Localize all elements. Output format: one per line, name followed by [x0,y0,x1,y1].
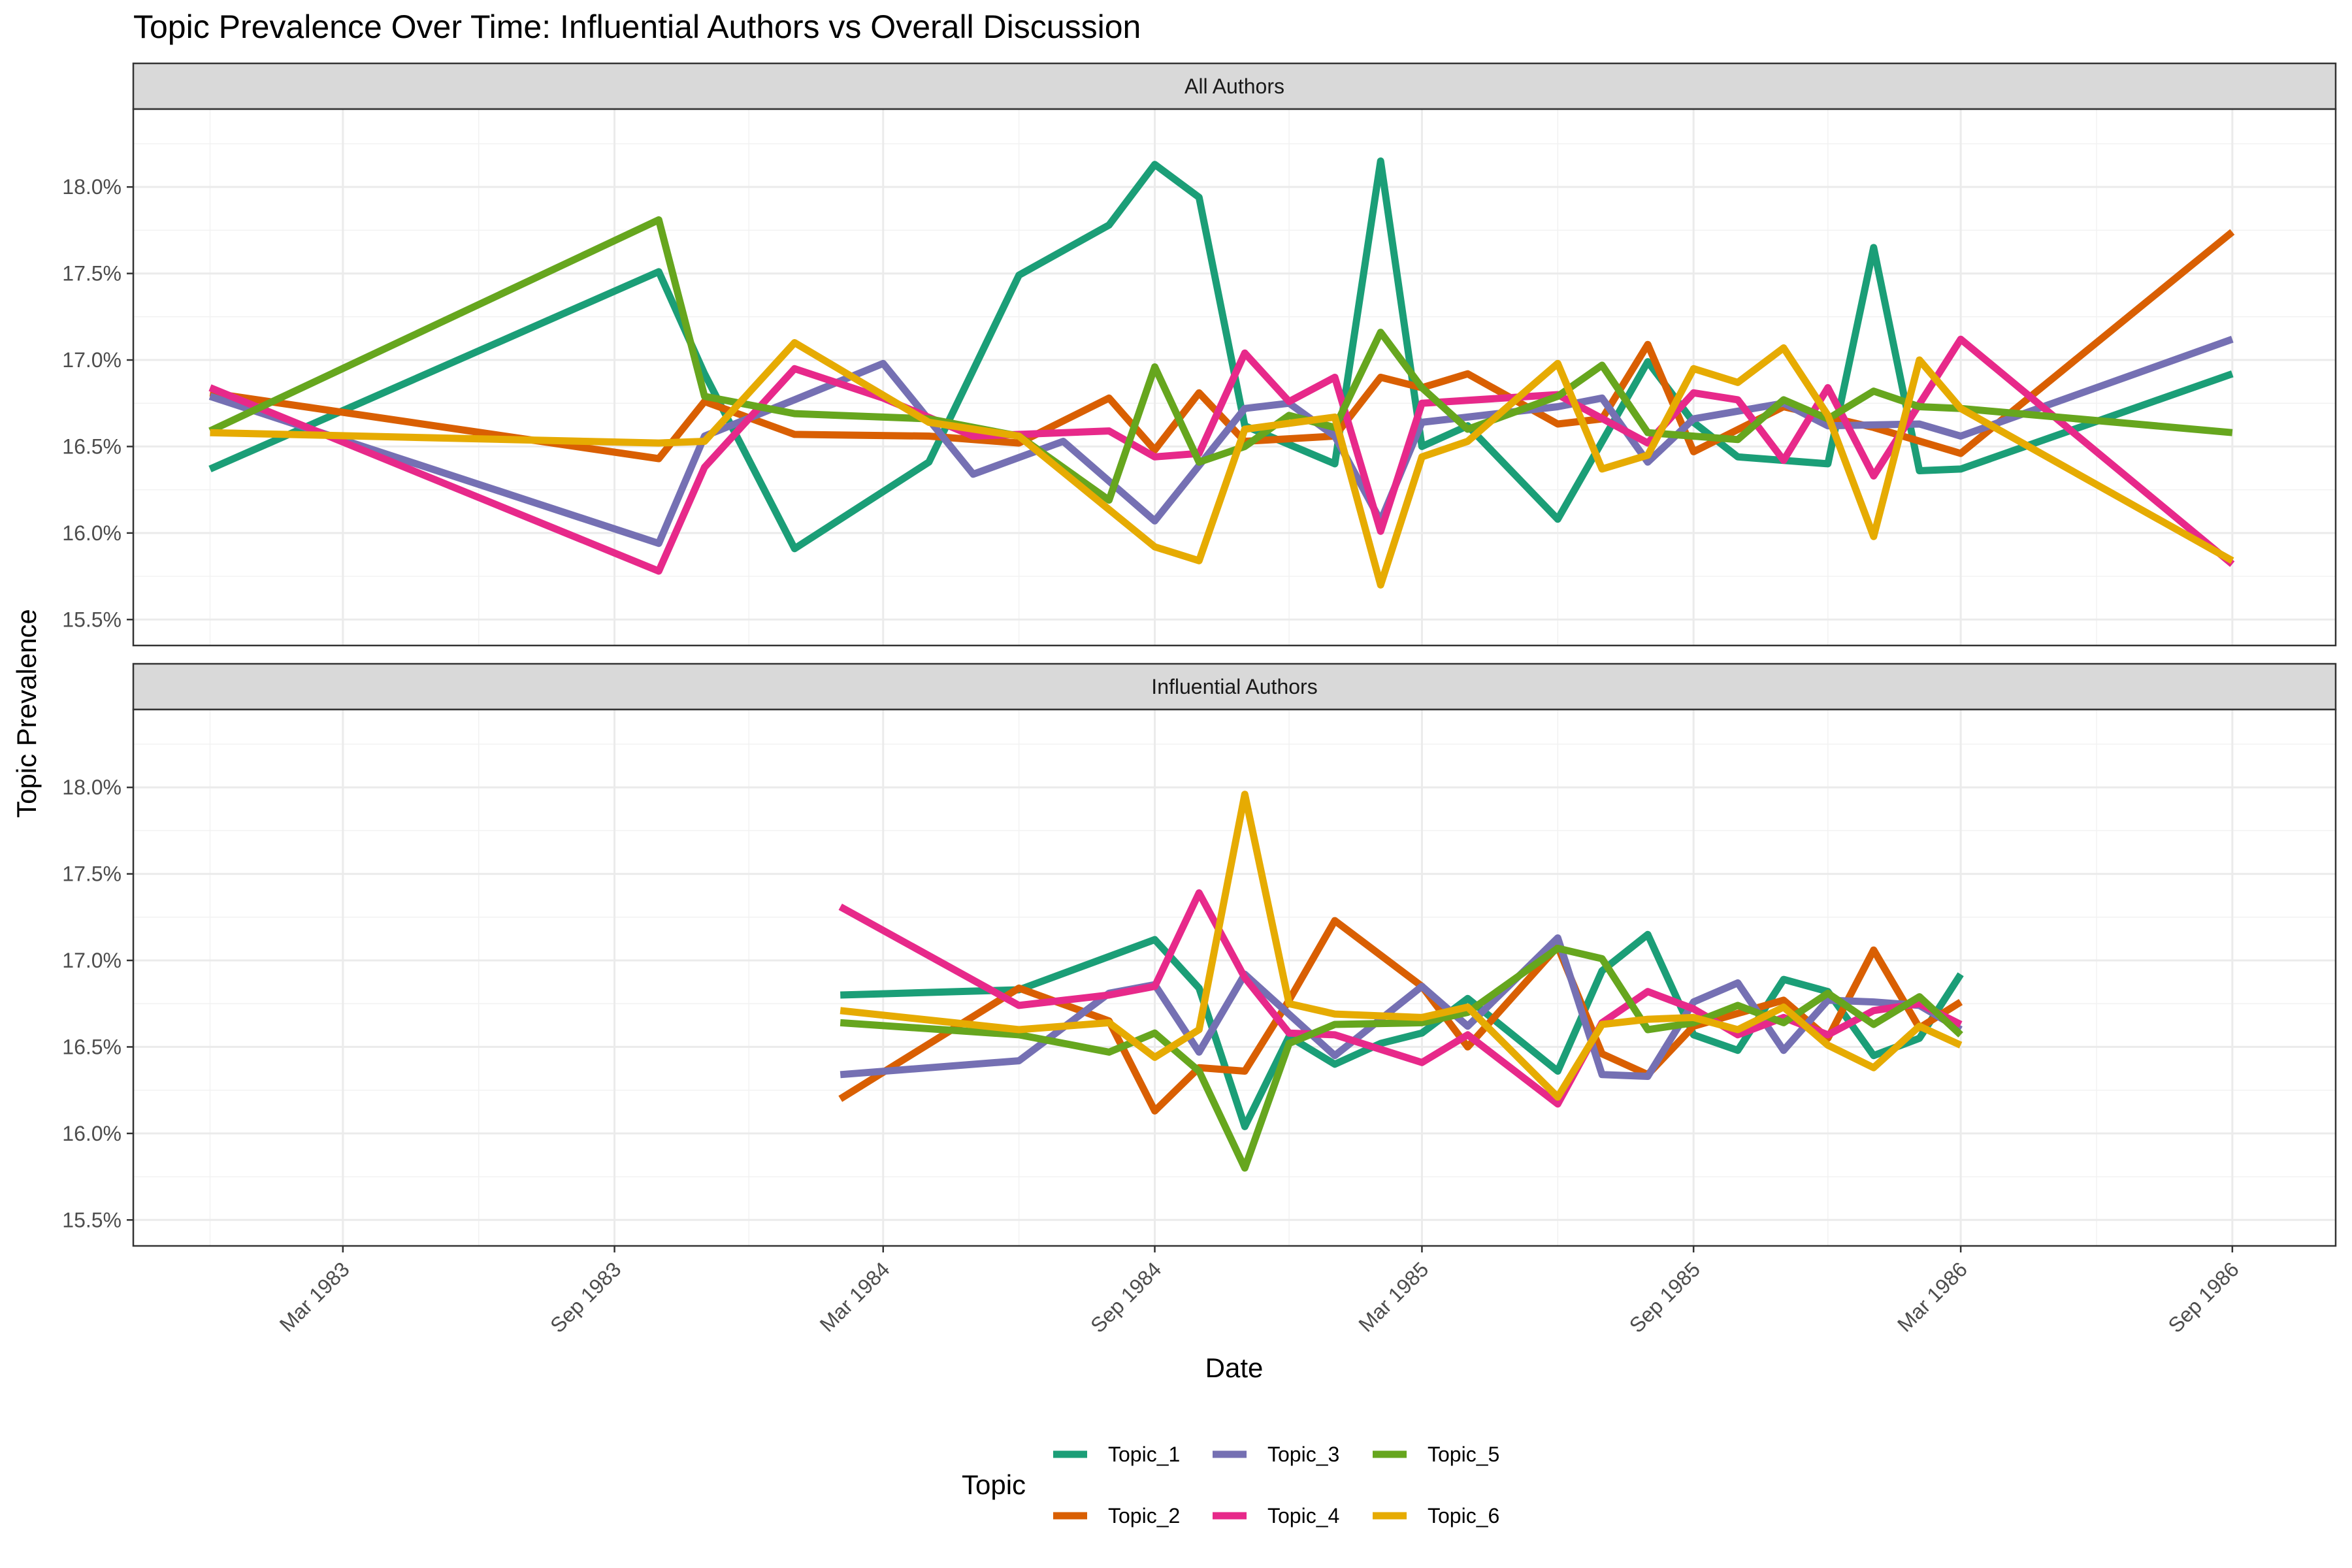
y-tick-label: 17.5% [62,862,122,886]
y-tick-label: 17.0% [62,949,122,972]
facet-strip-label: All Authors [1184,74,1284,98]
panel-background [133,710,2336,1246]
facet-strip-label: Influential Authors [1151,675,1317,698]
x-axis-title: Date [1205,1352,1264,1383]
facet-strip [132,62,2337,110]
y-tick-label: 16.5% [62,434,122,458]
y-tick-label: 17.0% [62,348,122,372]
legend-label: Topic_4 [1267,1504,1339,1527]
legend-label: Topic_1 [1108,1443,1180,1466]
panel-all-authors: All Authors 15.5% 16.0% 16.5% 17.0% 17.5% 18.0… [62,62,2337,647]
series-line-topic-4 [838,889,1963,1108]
y-axis-title: Topic Prevalence [11,609,42,818]
y-tick-label: 18.0% [62,776,122,799]
legend-label: Topic_5 [1428,1443,1499,1466]
y-tick-label: 15.5% [62,1208,122,1232]
series-line-topic-1 [840,930,1964,1130]
legend-label: Topic_2 [1108,1504,1180,1527]
y-tick-label: 17.5% [62,262,122,286]
legend-item-topic-2: Topic_2 [1053,1504,1180,1527]
series-line-topic-5 [840,945,1963,1172]
panel-border [132,708,2337,1247]
y-tick-label: 15.5% [62,608,122,631]
legend-item-topic-5: Topic_5 [1373,1443,1499,1466]
y-tick-label: 16.5% [62,1035,122,1058]
series-line-topic-6 [210,339,2234,589]
legend-item-topic-1: Topic_1 [1053,1443,1180,1466]
facet-strip [132,662,2337,711]
legend: Topic Topic_1 Topic_2 Topic_3 Topic_4 Topic_… [962,1443,1499,1527]
series-line-topic-6 [840,791,1963,1101]
series-line-topic-2 [209,229,2235,463]
y-tick-label: 16.0% [62,1122,122,1145]
chart-title: Topic Prevalence Over Time: Influential … [133,8,1141,45]
legend-item-topic-4: Topic_4 [1213,1504,1339,1527]
legend-title: Topic [962,1469,1026,1500]
y-tick-label: 18.0% [62,175,122,199]
series-line-topic-1 [208,157,2234,553]
panel-border [132,108,2337,647]
series-line-topic-4 [208,335,2235,575]
legend-label: Topic_3 [1267,1443,1339,1466]
legend-item-topic-6: Topic_6 [1373,1504,1499,1527]
legend-item-topic-3: Topic_3 [1213,1443,1339,1466]
y-tick-label: 16.0% [62,521,122,545]
panel-influential-authors: Influential Authors 15.5% 16.0% 16.5% 17.0% 1… [62,662,2337,1247]
legend-label: Topic_6 [1428,1504,1499,1527]
